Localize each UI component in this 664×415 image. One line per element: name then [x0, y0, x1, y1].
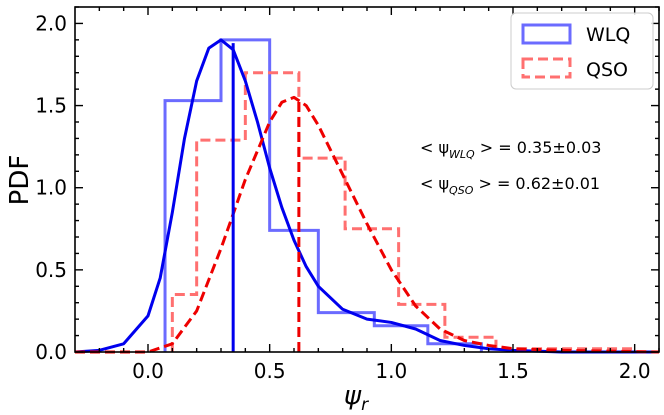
x-tick-label: 1.5 [497, 359, 529, 383]
annotation-qso-sub: QSO [449, 184, 474, 197]
annotation-wlq-suffix: > = 0.35±0.03 [475, 138, 602, 157]
kde-curve-wlq [74, 38, 659, 354]
mean-line-layer [231, 43, 301, 352]
annotation-wlq: < ψWLQ > = 0.35±0.03 [420, 138, 601, 161]
y-tick-label: 1.5 [35, 94, 67, 118]
legend-box [510, 12, 654, 90]
x-axis-title: ψr [344, 381, 369, 415]
y-tick-label: 0.0 [35, 340, 67, 364]
x-axis-title-sub: r [361, 395, 369, 415]
x-axis-title-main: ψ [344, 381, 362, 411]
annotation-qso: < ψQSO > = 0.62±0.01 [420, 174, 600, 197]
annotation-qso-prefix: < ψ [420, 174, 449, 193]
y-tick-label: 2.0 [35, 11, 67, 35]
x-tick-label: 0.0 [132, 359, 164, 383]
y-axis-title: PDF [5, 155, 35, 206]
x-tick-label: 2.0 [619, 359, 651, 383]
tick-layer: 0.0 0.5 1.0 1.5 2.0 0.0 0.5 1.0 1.5 2.0 [35, 6, 660, 383]
legend-swatch-qso [521, 57, 572, 79]
legend: WLQ QSO [510, 12, 654, 90]
x-tick-label: 0.5 [254, 359, 286, 383]
histogram-wlq [163, 38, 483, 352]
x-tick-label: 1.0 [375, 359, 407, 383]
annotation-qso-suffix: > = 0.62±0.01 [473, 174, 600, 193]
legend-swatch-wlq [521, 23, 572, 45]
annotation-wlq-sub: WLQ [449, 148, 475, 161]
y-tick-label: 0.5 [35, 258, 67, 282]
annotation-wlq-prefix: < ψ [420, 138, 449, 157]
svg-text:< ψQSO > = 0.62±0.01: < ψQSO > = 0.62±0.01 [420, 174, 600, 197]
svg-text:< ψWLQ > = 0.35±0.03: < ψWLQ > = 0.35±0.03 [420, 138, 601, 161]
kde-layer [74, 38, 660, 354]
legend-label-qso: QSO [586, 59, 628, 81]
y-tick-label: 1.0 [35, 176, 67, 200]
kde-curve-qso [75, 95, 660, 354]
legend-label-wlq: WLQ [586, 24, 630, 46]
